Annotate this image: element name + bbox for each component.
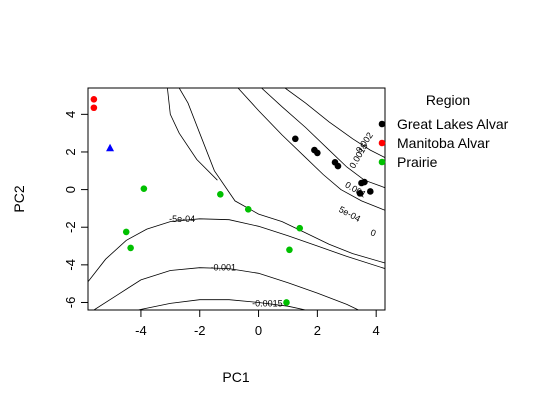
legend-marker [378,139,386,147]
contour-line [137,299,306,310]
contour-label: 5e-04 [337,204,362,224]
x-tick-label: -4 [135,323,147,338]
y-axis-label: PC2 [11,185,27,212]
data-point [314,149,321,157]
data-point [356,190,364,197]
contour-label: 0.0015 [347,141,369,170]
y-axis: -6 -4 -2 0 2 4 [63,111,89,309]
data-point [127,244,134,252]
data-point [217,190,224,198]
contour-line [167,88,218,181]
contour-label: -0.001 [211,263,237,273]
contour-line [178,88,385,264]
legend-label: Manitoba Alvar [397,135,490,151]
data-point [244,206,252,213]
data-point [358,179,365,187]
data-point [292,135,299,143]
contour-labels: 0.0020.00150.0015e-040-5e-04-0.001-0.001… [169,130,377,308]
contour-line [88,218,385,283]
contour-label: -0.0015 [252,298,283,308]
data-point [296,224,304,232]
y-tick-label: -6 [63,297,78,309]
triangle-point [106,143,115,152]
contour-line [237,88,385,211]
y-tick-label: -2 [63,221,78,233]
data-point [334,162,342,170]
data-point [366,188,374,195]
data-point [283,299,290,306]
contour-label: 0 [369,227,377,238]
y-tick-label: -4 [63,259,78,271]
data-points [90,95,374,306]
data-point [140,185,148,192]
legend-marker [378,158,386,166]
legend-marker [378,120,386,128]
legend-title: Region [426,92,470,108]
x-tick-label: 2 [314,323,321,338]
legend: Region Great Lakes Alvar Manitoba Alvar Pr… [378,92,509,170]
x-tick-label: -2 [194,323,206,338]
data-point [286,246,293,254]
x-axis-label: PC1 [222,369,249,385]
x-axis: -4 -2 0 2 4 [135,309,380,338]
contour-lines [88,88,385,310]
contour-label: -5e-04 [169,214,195,224]
contour-line [93,267,359,310]
legend-label: Great Lakes Alvar [397,116,509,132]
y-tick-label: 2 [63,148,78,155]
y-tick-label: 0 [63,186,78,193]
data-point [90,104,98,112]
legend-label: Prairie [397,154,438,170]
x-tick-label: 4 [373,323,380,338]
plot-frame [87,87,386,311]
y-tick-label: 4 [63,111,78,118]
data-point [122,228,130,236]
data-point [90,95,98,103]
contour-line [284,88,385,158]
x-tick-label: 0 [255,323,262,338]
